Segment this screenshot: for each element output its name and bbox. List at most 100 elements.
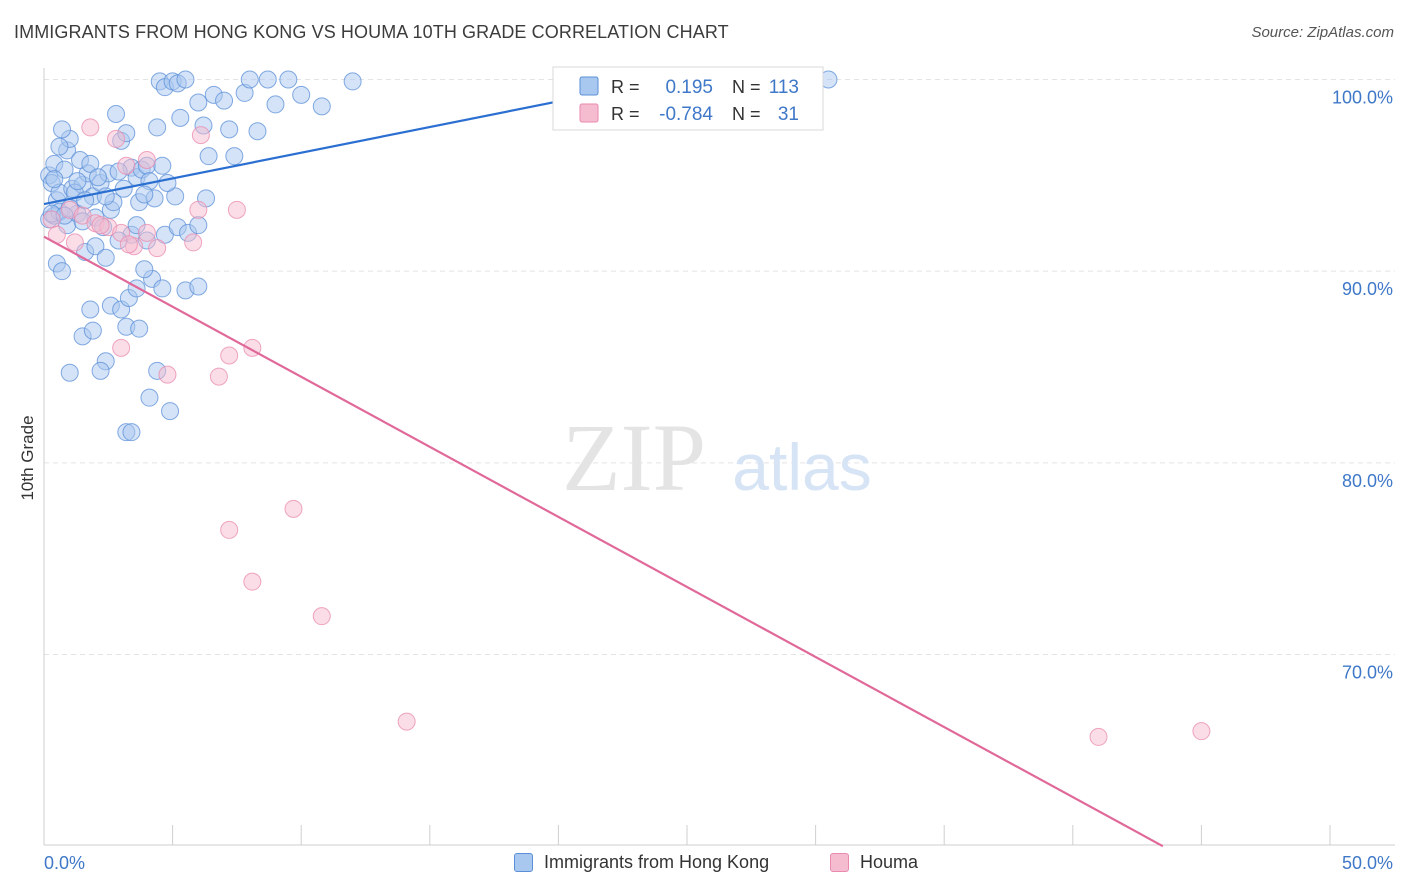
data-point — [91, 361, 110, 380]
legend-label-hong-kong: Immigrants from Hong Kong — [544, 852, 770, 872]
data-point — [60, 363, 79, 382]
legend-swatch-pink — [830, 853, 849, 872]
data-point — [158, 174, 177, 192]
data-point — [119, 235, 138, 254]
data-point — [89, 168, 108, 187]
watermark: ZIP atlas — [562, 404, 872, 511]
y-tick-label-80: 80.0% — [1342, 471, 1393, 491]
data-point — [135, 185, 154, 204]
data-point — [65, 233, 84, 252]
data-point — [189, 277, 208, 296]
data-point — [161, 402, 180, 421]
trendline-houma — [43, 235, 1164, 848]
stats-r-value-blue: 0.195 — [665, 77, 713, 98]
data-point — [153, 279, 172, 298]
data-point — [284, 499, 303, 518]
gridlines — [44, 79, 1395, 655]
data-point — [68, 172, 87, 191]
data-point — [81, 118, 100, 137]
source-label: Source: ZipAtlas.com — [1251, 24, 1394, 41]
data-point — [209, 367, 228, 386]
legend-item-houma[interactable]: Houma — [830, 852, 918, 873]
data-point — [81, 154, 100, 173]
x-tick-label-min: 0.0% — [44, 853, 85, 873]
y-tick-label-100: 100.0% — [1332, 88, 1393, 108]
data-point — [225, 147, 244, 166]
data-point — [292, 85, 311, 104]
data-point — [140, 388, 159, 407]
data-point — [45, 170, 64, 189]
stats-n-value-pink: 31 — [778, 104, 799, 125]
data-point — [1192, 722, 1211, 741]
data-point — [184, 233, 203, 252]
data-point — [279, 70, 298, 89]
data-point — [397, 712, 416, 731]
data-point — [171, 108, 190, 127]
series-houma-points — [42, 118, 1211, 746]
data-point — [312, 607, 331, 626]
stats-legend-blue-swatch — [579, 76, 599, 96]
stats-r-value-pink: -0.784 — [659, 104, 713, 125]
stats-legend-pink-swatch — [579, 103, 599, 123]
data-point — [189, 200, 208, 219]
y-tick-label-90: 90.0% — [1342, 279, 1393, 299]
data-point — [220, 520, 239, 539]
data-point — [158, 365, 177, 384]
data-point — [166, 187, 185, 206]
data-point — [312, 97, 331, 116]
series-legend: Immigrants from Hong Kong Houma — [0, 852, 1406, 878]
data-point — [53, 120, 72, 139]
data-point — [243, 572, 262, 591]
stats-n-label-pink: N = — [732, 104, 761, 124]
data-point — [191, 126, 210, 145]
data-point — [266, 95, 285, 114]
data-point — [91, 216, 110, 235]
stats-legend: R = 0.195 N = 113 R = -0.784 N = 31 — [552, 66, 824, 131]
tick-labels: 70.0% 80.0% 90.0% 100.0% 0.0% 50.0% — [44, 88, 1393, 874]
data-point — [107, 129, 126, 148]
data-point — [107, 105, 126, 123]
data-point — [83, 321, 102, 340]
data-point — [135, 260, 154, 279]
y-tick-label-70: 70.0% — [1342, 663, 1393, 683]
data-point — [220, 120, 239, 139]
data-point — [42, 210, 61, 229]
data-point — [189, 216, 208, 235]
data-point — [343, 72, 362, 91]
stats-n-value-blue: 113 — [769, 77, 799, 98]
stats-r-label-blue: R = — [611, 77, 640, 97]
watermark-atlas: atlas — [732, 430, 871, 504]
watermark-zip: ZIP — [562, 404, 706, 511]
x-tick-label-max: 50.0% — [1342, 853, 1393, 873]
data-point — [81, 300, 100, 319]
legend-swatch-blue — [514, 853, 533, 872]
legend-label-houma: Houma — [860, 852, 919, 872]
data-point — [53, 262, 72, 281]
data-point — [137, 223, 156, 242]
data-point — [220, 346, 239, 365]
data-point — [50, 137, 69, 156]
data-point — [199, 147, 218, 166]
stats-r-label-pink: R = — [611, 104, 640, 124]
data-point — [1089, 727, 1108, 746]
legend-item-hong-kong[interactable]: Immigrants from Hong Kong — [514, 852, 769, 873]
chart-title: IMMIGRANTS FROM HONG KONG VS HOUMA 10TH … — [14, 22, 729, 42]
data-point — [215, 91, 234, 110]
data-point — [130, 319, 149, 338]
axes — [43, 68, 1395, 846]
stats-n-label-blue: N = — [732, 77, 761, 97]
data-point — [258, 70, 277, 89]
data-point — [127, 279, 146, 298]
data-point — [137, 151, 156, 169]
data-point — [122, 423, 141, 442]
data-point — [86, 237, 105, 256]
data-point — [189, 93, 208, 112]
data-point — [117, 156, 136, 175]
data-point — [148, 239, 167, 258]
data-point — [96, 248, 115, 267]
data-point — [148, 118, 167, 137]
data-point — [240, 70, 259, 89]
data-point — [153, 156, 172, 175]
data-point — [227, 200, 246, 219]
